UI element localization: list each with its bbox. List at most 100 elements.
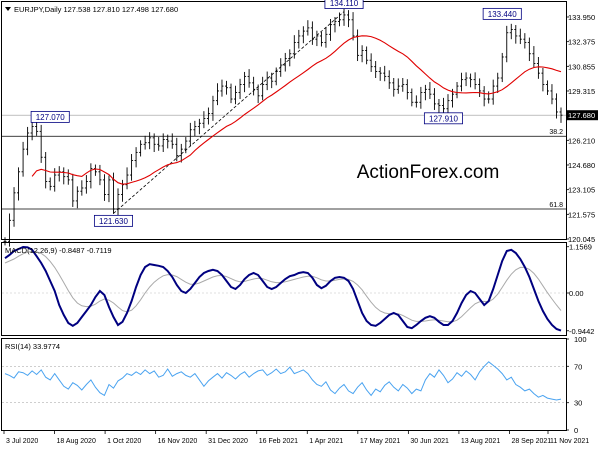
price-bar [202,111,206,129]
price-annotation: 134.110 [324,0,364,9]
price-bar [545,80,549,95]
price-bar [125,167,129,190]
price-bar [428,82,432,100]
price-bar [8,213,12,247]
price-bar [491,79,495,105]
price-bar [21,141,25,177]
price-bar [541,67,545,92]
price-annotation-text: 133.440 [488,10,517,19]
x-axis-label: 3 Jul 2020 [6,438,38,445]
macd-y-tick-label: 1.1569 [569,243,592,252]
x-axis-label: 31 Dec 2020 [208,438,248,445]
price-bar [175,137,179,162]
price-bar [338,12,342,27]
macd-line [4,245,562,332]
price-bar [392,78,396,97]
x-axis-label: 1 Apr 2021 [309,438,343,445]
price-annotation: 121.630 [93,214,133,227]
price-bar [121,179,125,202]
price-bar [193,120,197,137]
price-bar [75,186,79,209]
rsi-line [4,361,562,401]
price-bar [188,122,192,147]
price-y-tick-label: 126.210 [568,136,595,145]
price-bar [224,80,228,95]
price-bar [432,88,436,110]
price-bar [98,164,102,186]
price-bar [17,167,21,201]
price-bar [220,79,224,97]
price-bar [319,31,323,47]
price-bar [265,71,269,91]
current-price-marker: 127.680 [566,110,598,121]
price-annotation-text: 127.070 [36,113,65,122]
price-bar [12,187,16,227]
price-bar [401,78,405,92]
macd-y-tick-label: -0.9442 [569,327,594,336]
price-y-tick-label: 124.680 [568,161,595,170]
x-axis-label: 1 Oct 2020 [107,438,141,445]
price-bar [102,174,106,201]
price-bar [527,37,531,62]
price-annotation-text: 121.630 [99,217,128,226]
x-axis-label: 30 Jun 2021 [410,438,449,445]
fib-level-label: 38.2 [549,129,563,136]
price-bar [256,84,260,104]
price-bar [509,23,513,40]
price-bar [369,53,373,72]
moving-average-line [31,35,562,185]
macd-header-text: MACD(12,26,9) -0.8487 -0.7119 [5,246,112,255]
watermark: ActionForex.com [357,162,500,183]
x-axis-label: 17 May 2021 [360,438,401,445]
price-bar [288,49,292,67]
price-bar [62,167,66,185]
price-bar [170,133,174,149]
collapse-arrow-icon[interactable] [5,7,11,11]
price-bar [342,8,346,26]
price-bar [419,86,423,109]
price-annotation: 127.910 [423,112,463,125]
price-bar [536,56,540,79]
price-y-tick-label: 121.575 [568,210,595,219]
price-bar [437,99,441,113]
price-bar [270,72,274,89]
price-bar [3,237,7,246]
price-bar [328,18,332,41]
rsi-y-tick-label: 30 [574,399,582,408]
price-bar [206,107,210,125]
price-bar [130,154,134,181]
price-bar [473,72,477,90]
price-bar [247,69,251,88]
price-bar [464,72,468,87]
price-bar [532,46,536,68]
price-bar [184,137,188,154]
macd-y-tick-label: 0.00 [569,289,584,298]
price-bar [238,78,242,100]
x-axis-label: 28 Sep 2021 [511,438,551,445]
price-bar [505,25,509,63]
price-annotation-text: 134.110 [330,0,359,8]
price-bar [414,95,418,108]
price-y-tick-label: 129.315 [568,87,595,96]
price-y-tick-label: 133.950 [568,13,595,22]
price-annotation-text: 127.910 [429,114,458,123]
rsi-y-tick-label: 0 [574,426,578,435]
price-bar [351,12,355,41]
price-y-tick-label: 132.375 [568,38,595,47]
price-bar [396,78,400,94]
price-bar [441,97,445,114]
price-bar [211,95,215,121]
price-bar [292,35,296,59]
price-bar [157,137,161,151]
price-bar [283,52,287,72]
price-y-tick-label: 130.855 [568,62,595,71]
current-price-marker-text: 127.680 [568,111,595,120]
price-bar [554,93,558,119]
price-bar [523,33,527,49]
price-bar [215,83,219,106]
price-bar [310,21,314,45]
price-bar [143,135,147,150]
